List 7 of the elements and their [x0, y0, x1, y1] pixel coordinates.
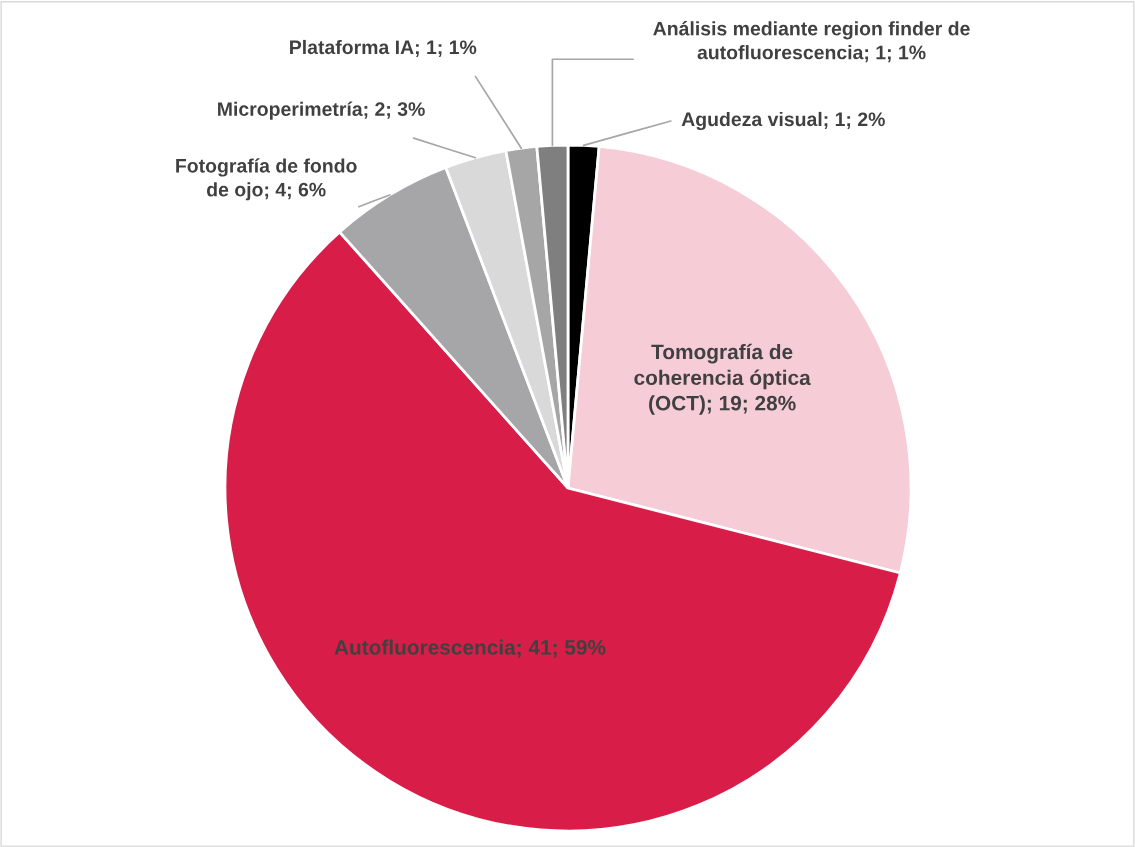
slice-label: Fotografía de fondo de ojo; 4; 6% — [176, 158, 357, 201]
slice-label: Agudeza visual; 1; 2% — [681, 111, 885, 131]
slice-label: Microperimetría; 2; 3% — [218, 101, 425, 120]
slice-label: Autofluorescencia; 41; 59% — [334, 639, 606, 658]
slice-label: Análisis mediante region finder de autofluorescencia; 1; 1% — [653, 21, 970, 63]
slice-label: Plataforma IA; 1; 1% — [290, 39, 477, 57]
slice-label: Tomografía de coherencia óptica (OCT); 19; 28% — [634, 343, 811, 415]
